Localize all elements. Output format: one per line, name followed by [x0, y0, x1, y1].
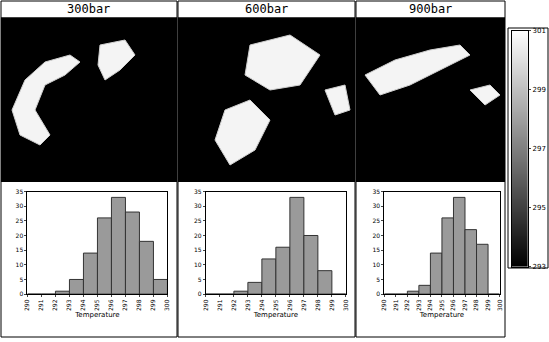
- svg-text:Temperature: Temperature: [74, 311, 119, 319]
- svg-text:900bar: 900bar: [409, 2, 452, 16]
- svg-text:0: 0: [198, 290, 202, 297]
- svg-text:35: 35: [372, 188, 380, 195]
- svg-text:10: 10: [16, 261, 24, 268]
- svg-text:20: 20: [372, 232, 380, 239]
- svg-text:297: 297: [121, 299, 128, 311]
- svg-text:30: 30: [16, 202, 24, 209]
- svg-text:292: 292: [403, 299, 410, 311]
- svg-text:30: 30: [194, 202, 202, 209]
- svg-text:600bar: 600bar: [245, 2, 288, 16]
- svg-text:291: 291: [392, 299, 399, 311]
- svg-text:299: 299: [328, 299, 335, 311]
- svg-text:10: 10: [372, 261, 380, 268]
- svg-text:295: 295: [272, 299, 279, 311]
- svg-text:301: 301: [533, 27, 546, 35]
- svg-text:293: 293: [415, 299, 422, 311]
- svg-text:297: 297: [533, 145, 546, 153]
- svg-text:30: 30: [372, 202, 380, 209]
- svg-text:300bar: 300bar: [67, 2, 110, 16]
- svg-text:15: 15: [194, 246, 202, 253]
- svg-text:Temperature: Temperature: [253, 311, 298, 319]
- svg-text:300: 300: [163, 299, 170, 311]
- svg-text:10: 10: [194, 261, 202, 268]
- svg-text:298: 298: [314, 299, 321, 311]
- svg-text:5: 5: [376, 276, 380, 283]
- svg-text:20: 20: [16, 232, 24, 239]
- svg-text:292: 292: [51, 299, 58, 311]
- svg-text:296: 296: [286, 299, 293, 311]
- svg-text:293: 293: [65, 299, 72, 311]
- svg-text:298: 298: [472, 299, 479, 311]
- svg-text:15: 15: [16, 246, 24, 253]
- svg-text:299: 299: [533, 86, 546, 94]
- svg-text:296: 296: [449, 299, 456, 311]
- svg-text:25: 25: [372, 217, 380, 224]
- svg-text:297: 297: [300, 299, 307, 311]
- svg-text:5: 5: [19, 276, 23, 283]
- svg-text:291: 291: [37, 299, 44, 311]
- svg-text:Temperature: Temperature: [419, 311, 464, 319]
- svg-text:25: 25: [16, 217, 24, 224]
- svg-text:294: 294: [258, 299, 265, 311]
- svg-text:295: 295: [93, 299, 100, 311]
- svg-text:294: 294: [426, 299, 433, 311]
- svg-text:299: 299: [149, 299, 156, 311]
- svg-text:15: 15: [372, 246, 380, 253]
- svg-text:5: 5: [198, 276, 202, 283]
- svg-text:294: 294: [79, 299, 86, 311]
- svg-text:300: 300: [496, 299, 503, 311]
- svg-text:0: 0: [19, 290, 23, 297]
- svg-text:291: 291: [216, 299, 223, 311]
- svg-text:300: 300: [342, 299, 349, 311]
- svg-text:297: 297: [461, 299, 468, 311]
- svg-text:290: 290: [380, 299, 387, 311]
- svg-text:0: 0: [376, 290, 380, 297]
- svg-text:293: 293: [533, 263, 546, 271]
- svg-text:293: 293: [244, 299, 251, 311]
- svg-text:20: 20: [194, 232, 202, 239]
- svg-text:35: 35: [16, 188, 24, 195]
- svg-text:296: 296: [107, 299, 114, 311]
- svg-text:292: 292: [230, 299, 237, 311]
- svg-text:299: 299: [484, 299, 491, 311]
- svg-text:35: 35: [194, 188, 202, 195]
- svg-text:295: 295: [533, 204, 546, 212]
- svg-text:290: 290: [202, 299, 209, 311]
- svg-text:25: 25: [194, 217, 202, 224]
- svg-text:295: 295: [438, 299, 445, 311]
- svg-text:290: 290: [23, 299, 30, 311]
- svg-text:298: 298: [135, 299, 142, 311]
